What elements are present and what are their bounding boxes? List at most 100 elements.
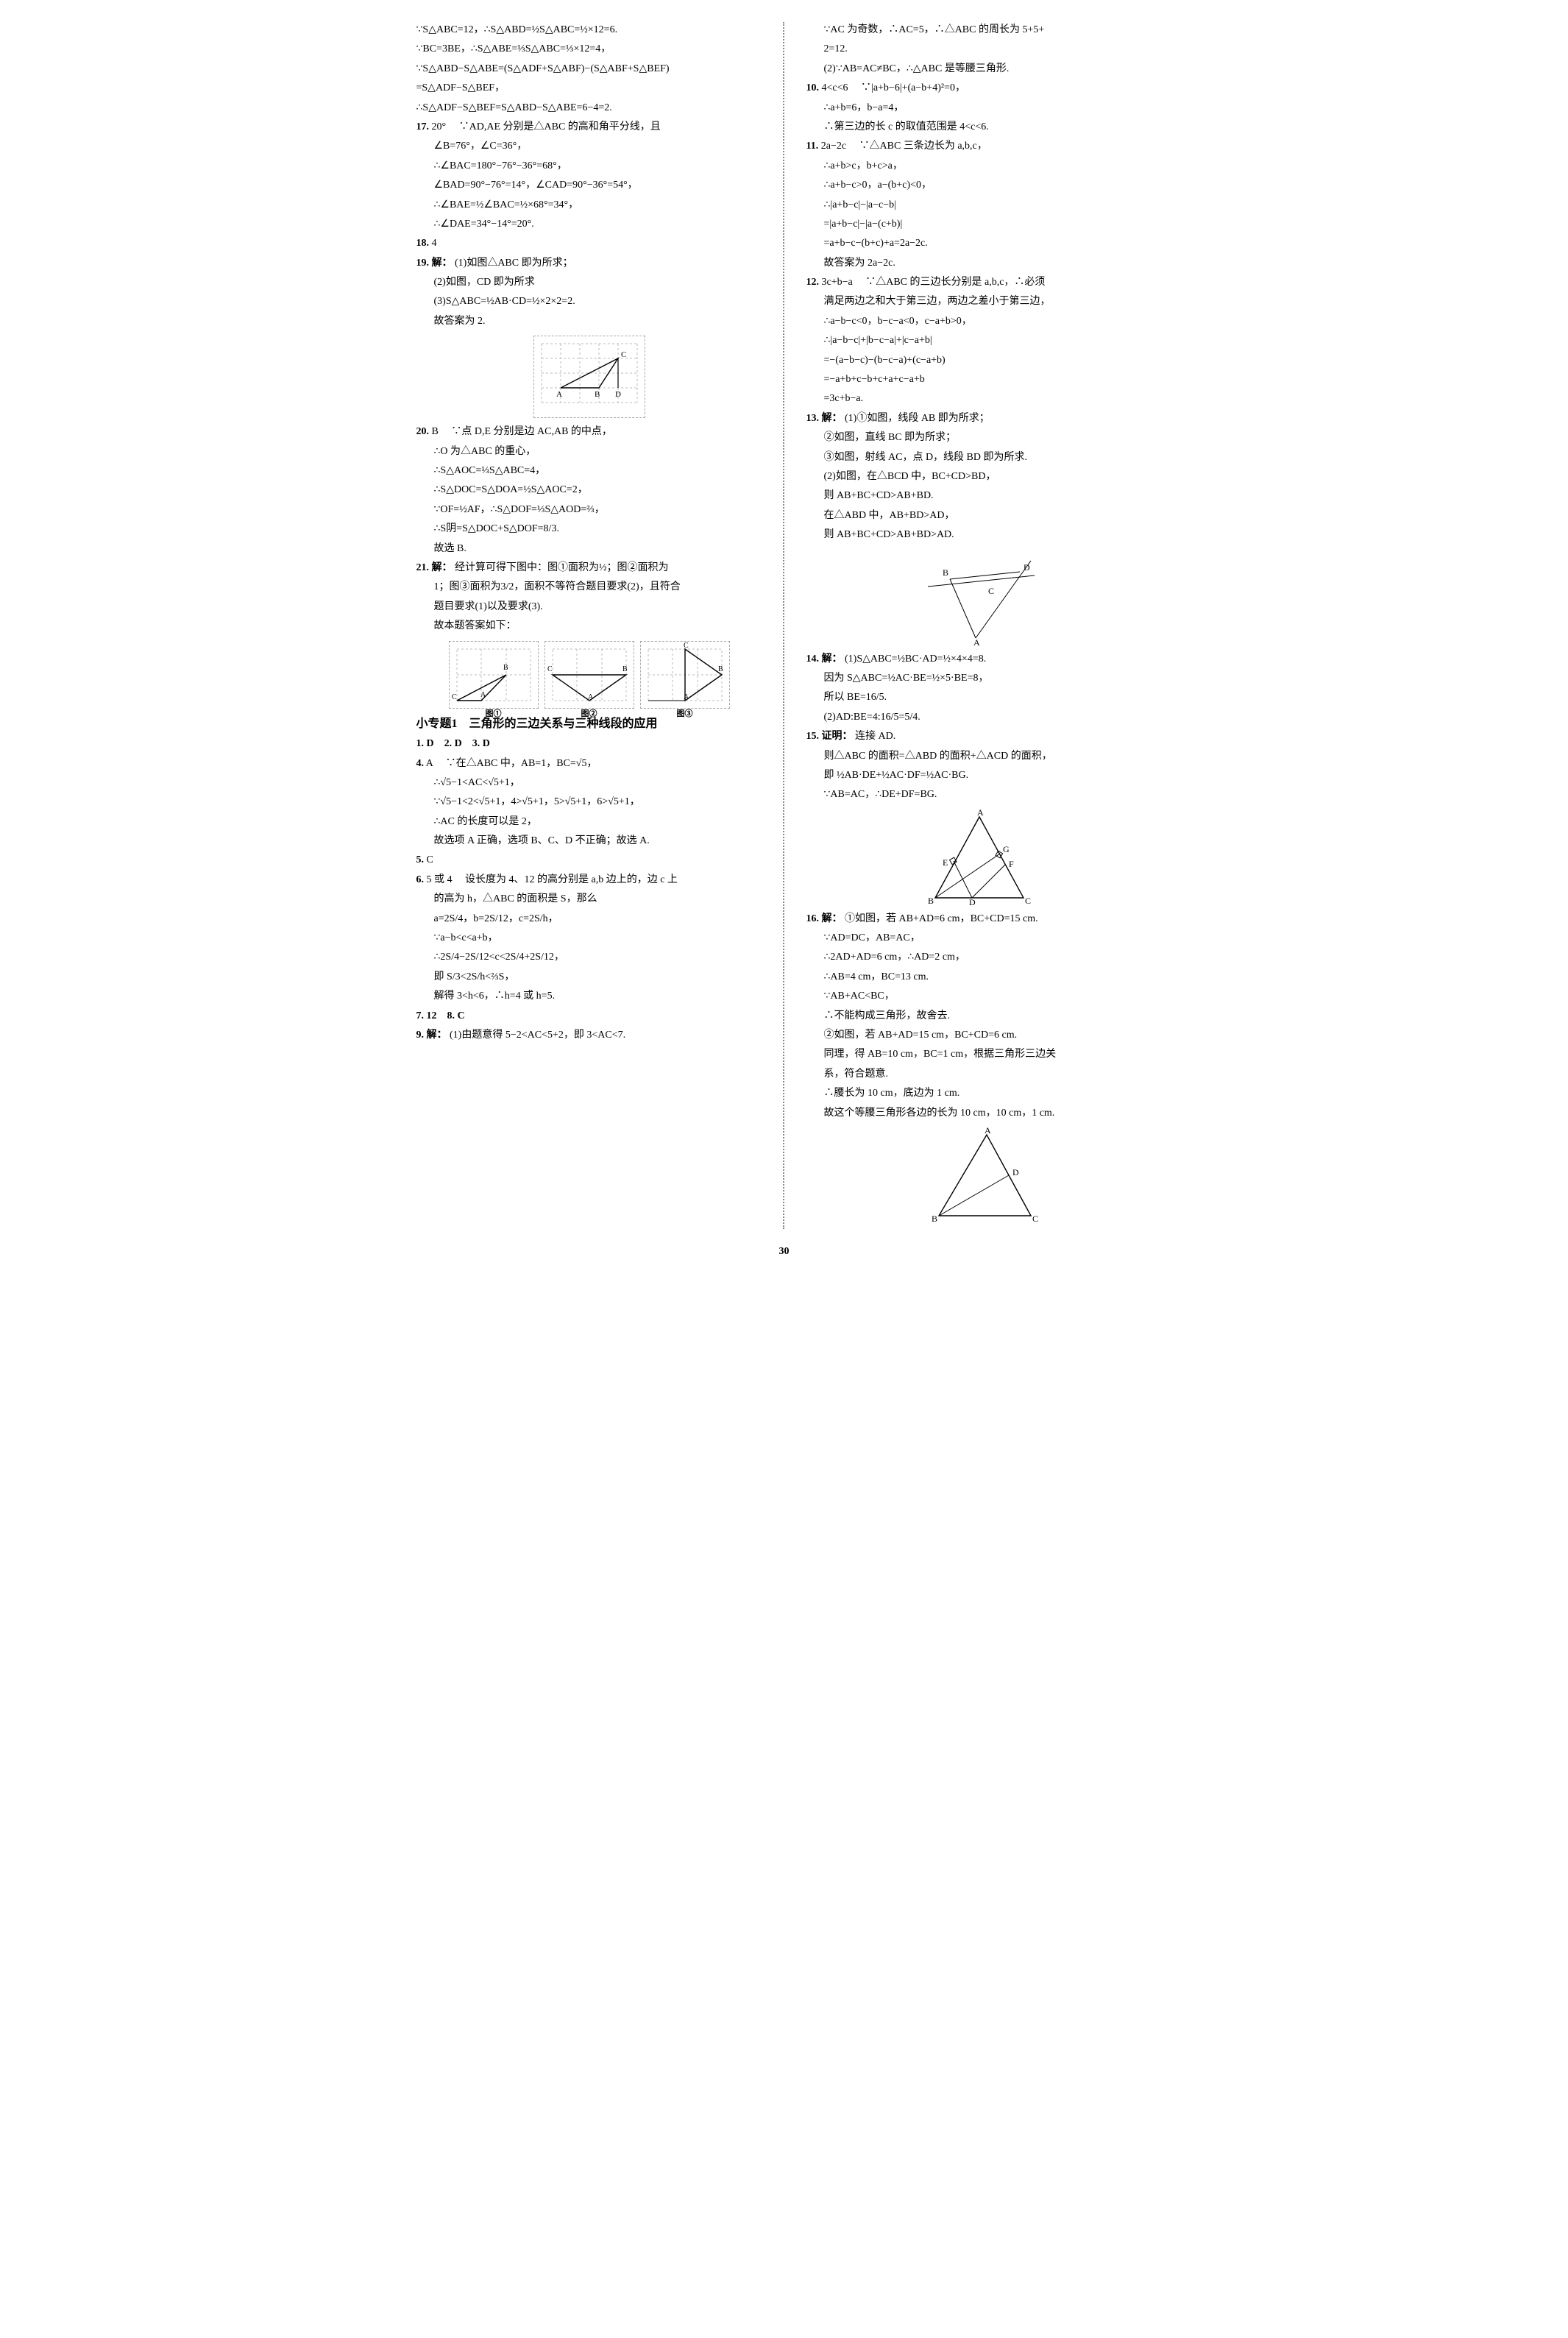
- q21-l3: 题目要求(1)以及要求(3).: [416, 599, 762, 615]
- q5-num: 5.: [416, 854, 425, 865]
- q16-line3: ∵S△ABD−S△ABE=(S△ADF+S△ABF)−(S△ABF+S△BEF): [416, 61, 762, 77]
- q13-num: 13.: [806, 413, 820, 424]
- q4-ans: A: [426, 758, 433, 769]
- q20-ans: B: [432, 426, 439, 437]
- q11-ans: 2a−2c: [821, 141, 846, 152]
- q5-ans: C: [427, 854, 433, 865]
- q15-l3: 即 ½AB·DE+½AC·DF=½AC·BG.: [806, 768, 1152, 784]
- q12-l6: =−a+b+c−b+c+a+c−a+b: [806, 372, 1152, 388]
- svg-text:A: A: [588, 693, 594, 701]
- q17-l4: ∠BAD=90°−76°=14°，∠CAD=90°−36°=54°，: [416, 177, 762, 194]
- q16r: 16. 解： ①如图，若 AB+AD=6 cm，BC+CD=15 cm.: [806, 911, 1152, 927]
- q21-num: 21.: [416, 562, 430, 573]
- q15-l1: 连接 AD.: [855, 731, 895, 742]
- svg-text:C: C: [452, 693, 457, 701]
- q11-l1: ∵△ABC 三条边长为 a,b,c，: [859, 141, 987, 152]
- svg-text:C: C: [1025, 896, 1031, 905]
- svg-text:A: A: [977, 810, 984, 818]
- q16-figure: A B C D: [920, 1127, 1038, 1223]
- q12-num: 12.: [806, 277, 820, 288]
- q14-l3: 所以 BE=16/5.: [806, 690, 1152, 706]
- q15-num: 15.: [806, 731, 820, 742]
- q20: 20. B ∵点 D,E 分别是边 AC,AB 的中点，: [416, 424, 762, 440]
- q4-l2: ∴√5−1<AC<√5+1，: [416, 775, 762, 791]
- q6-l1: 设长度为 4、12 的高分别是 a,b 边上的，边 c 上: [465, 874, 678, 885]
- q16r-l10: ∴腰长为 10 cm，底边为 1 cm.: [806, 1085, 1152, 1102]
- q11-num: 11.: [806, 141, 819, 152]
- q10-l1: ∵|a+b−6|+(a−b+4)²=0，: [861, 82, 965, 93]
- q6-l2: 的高为 h，△ABC 的面积是 S，那么: [416, 891, 762, 907]
- q13-l3: ③如图，射线 AC，点 D，线段 BD 即为所求.: [806, 450, 1152, 466]
- q18-ans: 4: [432, 238, 437, 249]
- svg-text:D: D: [1012, 1167, 1019, 1177]
- q17-num: 17.: [416, 121, 430, 132]
- q10: 10. 4<c<6 ∵|a+b−6|+(a−b+4)²=0，: [806, 80, 1152, 96]
- q17: 17. 20° ∵AD,AE 分别是△ABC 的高和角平分线，且: [416, 119, 762, 135]
- q19-l4: 故答案为 2.: [416, 313, 762, 330]
- q14-num: 14.: [806, 653, 820, 665]
- q21-l1: 经计算可得下图中：图①面积为½；图②面积为: [455, 562, 669, 573]
- q21-figures: ABC 图① ABC 图② ABC 图③: [416, 641, 762, 709]
- q16-line5: ∴S△ADF−S△BEF=S△ABD−S△ABE=6−4=2.: [416, 100, 762, 116]
- ans-7-8: 7. 12 8. C: [416, 1008, 762, 1024]
- q6-l5: ∴2S/4−2S/12<c<2S/4+2S/12，: [416, 949, 762, 966]
- q9b-l3: (2)∵AB=AC≠BC，∴△ABC 是等腰三角形.: [806, 61, 1152, 77]
- q21-fig1-label: 图①: [486, 708, 502, 721]
- q20-l2: ∴O 为△ABC 的重心，: [416, 444, 762, 460]
- q13-l7: 则 AB+BC+CD>AB+BD>AD.: [806, 527, 1152, 543]
- svg-text:E: E: [943, 857, 948, 868]
- q17-ans: 20°: [432, 121, 447, 132]
- svg-text:G: G: [1003, 844, 1010, 854]
- svg-text:D: D: [1024, 562, 1030, 573]
- svg-text:C: C: [684, 642, 689, 650]
- svg-text:B: B: [595, 390, 600, 399]
- q9-label: 解：: [427, 1030, 447, 1041]
- q13-l5: 则 AB+BC+CD>AB+BD.: [806, 488, 1152, 504]
- q12-l5: =−(a−b−c)−(b−c−a)+(c−a+b): [806, 353, 1152, 369]
- q15: 15. 证明： 连接 AD.: [806, 729, 1152, 745]
- q19-l3: (3)S△ABC=½AB·CD=½×2×2=2.: [416, 294, 762, 310]
- q13-label: 解：: [822, 413, 842, 424]
- q13-l4: (2)如图，在△BCD 中，BC+CD>BD，: [806, 469, 1152, 485]
- q20-l4: ∴S△DOC=S△DOA=½S△AOC=2，: [416, 482, 762, 498]
- q12-l3: ∴a−b−c<0，b−c−a<0，c−a+b>0，: [806, 313, 1152, 330]
- q11-l5: =|a+b−c|−|a−(c+b)|: [806, 216, 1152, 233]
- q19-l1: (1)如图△ABC 即为所求；: [455, 258, 573, 269]
- svg-text:A: A: [973, 637, 980, 645]
- svg-text:B: B: [943, 567, 948, 578]
- svg-text:D: D: [615, 390, 621, 399]
- q20-l3: ∴S△AOC=⅓S△ABC=4，: [416, 463, 762, 479]
- q14-l1: (1)S△ABC=½BC·AD=½×4×4=8.: [845, 653, 986, 665]
- q12-l2: 满足两边之和大于第三边，两边之差小于第三边，: [806, 294, 1152, 310]
- svg-text:C: C: [547, 665, 553, 673]
- q17-l3: ∴∠BAC=180°−76°−36°=68°，: [416, 158, 762, 174]
- q16r-label: 解：: [822, 913, 842, 924]
- q4-l3: ∵√5−1<2<√5+1，4>√5+1，5>√5+1，6>√5+1，: [416, 794, 762, 810]
- column-divider: [783, 22, 786, 1229]
- q16r-num: 16.: [806, 913, 820, 924]
- q11-l6: =a+b−c−(b+c)+a=2a−2c.: [806, 235, 1152, 252]
- q11-l7: 故答案为 2a−2c.: [806, 255, 1152, 272]
- q11-l2: ∴a+b>c，b+c>a，: [806, 158, 1152, 174]
- svg-text:B: B: [932, 1214, 937, 1223]
- svg-text:C: C: [621, 350, 626, 359]
- q13-l2: ②如图，直线 BC 即为所求；: [806, 430, 1152, 446]
- q16r-l3: ∴2AD+AD=6 cm，∴AD=2 cm，: [806, 949, 1152, 966]
- q16r-l1: ①如图，若 AB+AD=6 cm，BC+CD=15 cm.: [845, 913, 1038, 924]
- q13-figure: A B C D: [920, 550, 1038, 645]
- svg-text:B: B: [928, 896, 934, 905]
- q10-ans: 4<c<6: [822, 82, 848, 93]
- q14-label: 解：: [822, 653, 842, 665]
- q9: 9. 解： (1)由题意得 5−2<AC<5+2，即 3<AC<7.: [416, 1027, 762, 1044]
- q19: 19. 解： (1)如图△ABC 即为所求；: [416, 255, 762, 272]
- q14: 14. 解： (1)S△ABC=½BC·AD=½×4×4=8.: [806, 651, 1152, 667]
- q13-l1: (1)①如图，线段 AB 即为所求；: [845, 413, 990, 424]
- q11-l3: ∴a+b−c>0，a−(b+c)<0，: [806, 177, 1152, 194]
- q16r-l5: ∵AB+AC<BC，: [806, 988, 1152, 1005]
- q16r-l4: ∴AB=4 cm，BC=13 cm.: [806, 969, 1152, 985]
- q20-num: 20.: [416, 426, 430, 437]
- q10-l2: ∴a+b=6，b−a=4，: [806, 100, 1152, 116]
- q4-num: 4.: [416, 758, 425, 769]
- q6-ans: 5 或 4: [427, 874, 453, 885]
- q21-fig1: ABC 图①: [449, 641, 539, 709]
